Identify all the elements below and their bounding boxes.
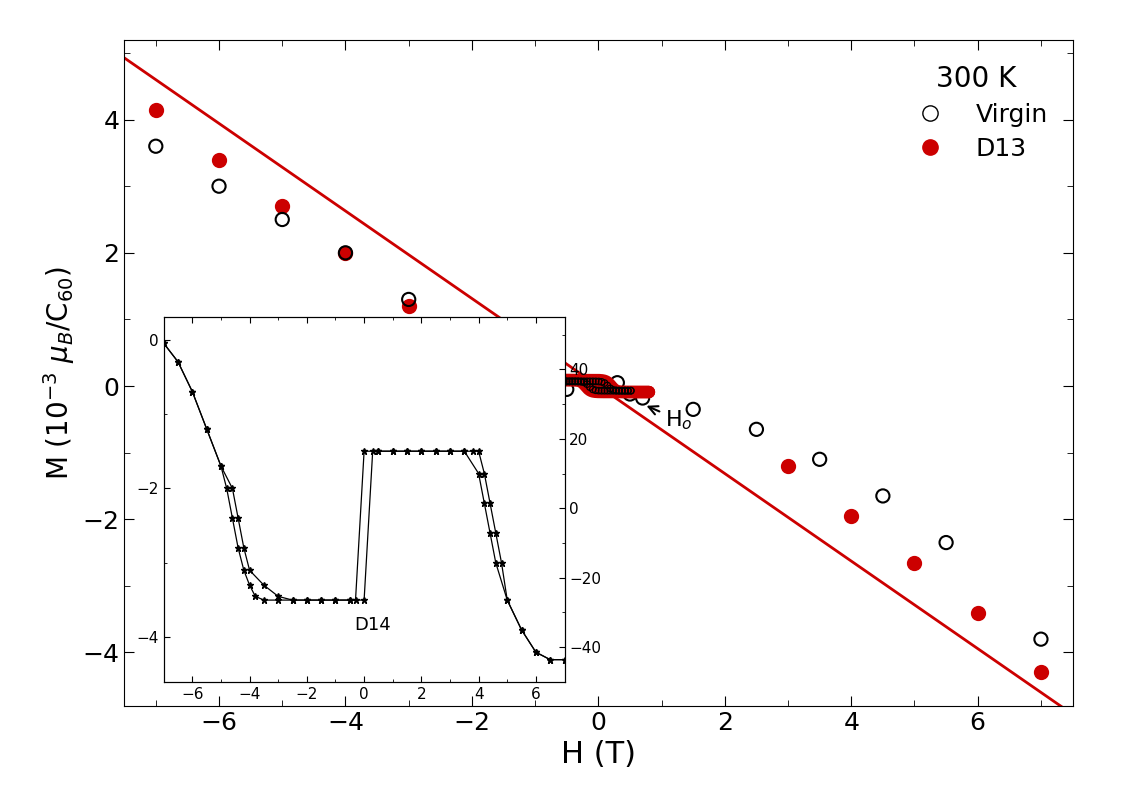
Point <box>779 460 797 473</box>
Point <box>598 385 616 397</box>
Point <box>147 140 165 152</box>
Point <box>584 383 602 396</box>
Point <box>874 489 892 502</box>
Point <box>811 453 829 465</box>
Point <box>747 423 765 435</box>
Point <box>587 375 605 388</box>
Point <box>905 556 924 569</box>
Point <box>587 384 605 396</box>
Point <box>595 385 613 397</box>
Point <box>616 385 634 397</box>
Point <box>598 379 616 392</box>
Point <box>563 375 581 388</box>
Point <box>684 403 702 416</box>
Point <box>604 385 622 397</box>
Point <box>558 375 576 388</box>
Point <box>558 375 576 388</box>
Point <box>336 247 355 259</box>
Point <box>495 372 513 385</box>
Point <box>463 347 481 359</box>
Legend: Virgin, D13: Virgin, D13 <box>893 52 1060 173</box>
Point <box>560 375 578 388</box>
Point <box>578 377 596 390</box>
Point <box>569 375 587 388</box>
Point <box>495 366 513 379</box>
Point <box>1032 666 1050 679</box>
Point <box>593 376 611 389</box>
Point <box>969 606 987 619</box>
Point <box>567 375 585 388</box>
Point <box>578 375 596 388</box>
Point <box>572 375 590 388</box>
Text: D14: D14 <box>355 616 391 634</box>
Point <box>569 375 587 388</box>
Point <box>616 385 634 397</box>
Point <box>610 385 628 397</box>
Point <box>580 381 598 393</box>
Point <box>602 385 620 397</box>
Point <box>147 103 165 116</box>
Point <box>558 383 576 396</box>
Point <box>400 300 418 312</box>
Point <box>633 392 651 404</box>
Y-axis label: M (10$^{-3}$ $\mu_B$/C$_{60}$): M (10$^{-3}$ $\mu_B$/C$_{60}$) <box>41 266 77 480</box>
Point <box>210 153 228 166</box>
Point <box>273 213 291 226</box>
Point <box>273 200 291 213</box>
Point <box>589 375 607 388</box>
Point <box>621 388 639 400</box>
X-axis label: H (T): H (T) <box>561 740 636 769</box>
Point <box>575 376 593 389</box>
Point <box>575 375 593 388</box>
Point <box>560 375 578 388</box>
Point <box>609 377 627 389</box>
Point <box>619 385 637 397</box>
Point <box>937 536 955 549</box>
Point <box>336 247 355 259</box>
Point <box>589 385 607 397</box>
Point <box>400 293 418 306</box>
Point <box>610 385 628 397</box>
Point <box>602 382 620 395</box>
Point <box>604 384 622 396</box>
Point <box>572 375 590 388</box>
Point <box>554 375 572 388</box>
Point <box>463 353 481 366</box>
Point <box>1032 633 1050 646</box>
Point <box>584 375 602 388</box>
Point <box>613 385 631 397</box>
Point <box>619 385 637 397</box>
Point <box>622 385 640 397</box>
Point <box>210 180 228 193</box>
Point <box>613 385 631 397</box>
Point <box>593 385 611 397</box>
Point <box>580 375 598 388</box>
Point <box>567 375 585 388</box>
Point <box>554 375 572 388</box>
Point <box>563 375 581 388</box>
Point <box>842 510 860 523</box>
Point <box>622 385 640 397</box>
Text: H$_o$: H$_o$ <box>648 406 692 431</box>
Point <box>607 384 625 396</box>
Point <box>595 377 613 389</box>
Point <box>607 385 625 397</box>
